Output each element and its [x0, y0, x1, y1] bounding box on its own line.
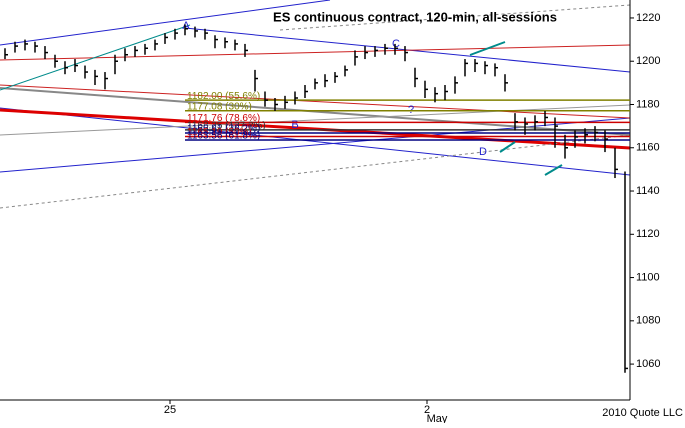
- trendline: [0, 84, 631, 119]
- trendline: [0, 44, 631, 61]
- y-tick-label: 1180: [636, 98, 660, 110]
- trendline: [469, 41, 506, 56]
- trendline: [0, 107, 631, 176]
- month-label: May: [427, 413, 448, 423]
- fib-label: 1166.81 (38.2%): [187, 124, 260, 135]
- annotation: D: [479, 146, 487, 158]
- trendlines: [0, 0, 631, 209]
- trendline: [0, 24, 191, 91]
- x-tick-label: 2: [424, 404, 430, 416]
- y-tick-label: 1120: [636, 228, 660, 240]
- y-tick-label: 1200: [636, 55, 660, 67]
- trendline: [0, 0, 331, 46]
- y-tick-label: 1140: [636, 185, 660, 197]
- y-tick-label: 1220: [636, 12, 660, 24]
- fib-label: 1163.56 (61.8%): [187, 131, 260, 142]
- annotation: C: [392, 38, 400, 50]
- fib-label: 1171.76 (78.6%): [187, 113, 260, 124]
- x-tick-label: 25: [164, 404, 176, 416]
- annotation: B: [291, 119, 298, 131]
- credit: 2010 Quote LLC: [602, 407, 683, 419]
- fib-label: 1165.19 (50%): [187, 127, 252, 138]
- trendline: [0, 134, 631, 209]
- chart-title: ES continuous contract, 120-min, all-ses…: [273, 9, 557, 24]
- fib-label: 1177.08 (30%): [187, 101, 252, 112]
- trendline: [499, 141, 516, 153]
- fib-label: 1182.00 (55.6%): [187, 91, 260, 102]
- trendline: [0, 104, 631, 136]
- y-tick-label: 1100: [636, 271, 660, 283]
- y-tick-label: 1080: [636, 315, 660, 327]
- trendline: [279, 4, 631, 31]
- annotation: A: [182, 20, 190, 32]
- y-tick-label: 1160: [636, 142, 660, 154]
- annotation: ?: [408, 104, 414, 116]
- trendline: [0, 108, 631, 150]
- trendline: [544, 164, 563, 176]
- fib-label: 1168.25 (127.2%): [187, 121, 266, 132]
- y-tick-label: 1060: [636, 358, 660, 370]
